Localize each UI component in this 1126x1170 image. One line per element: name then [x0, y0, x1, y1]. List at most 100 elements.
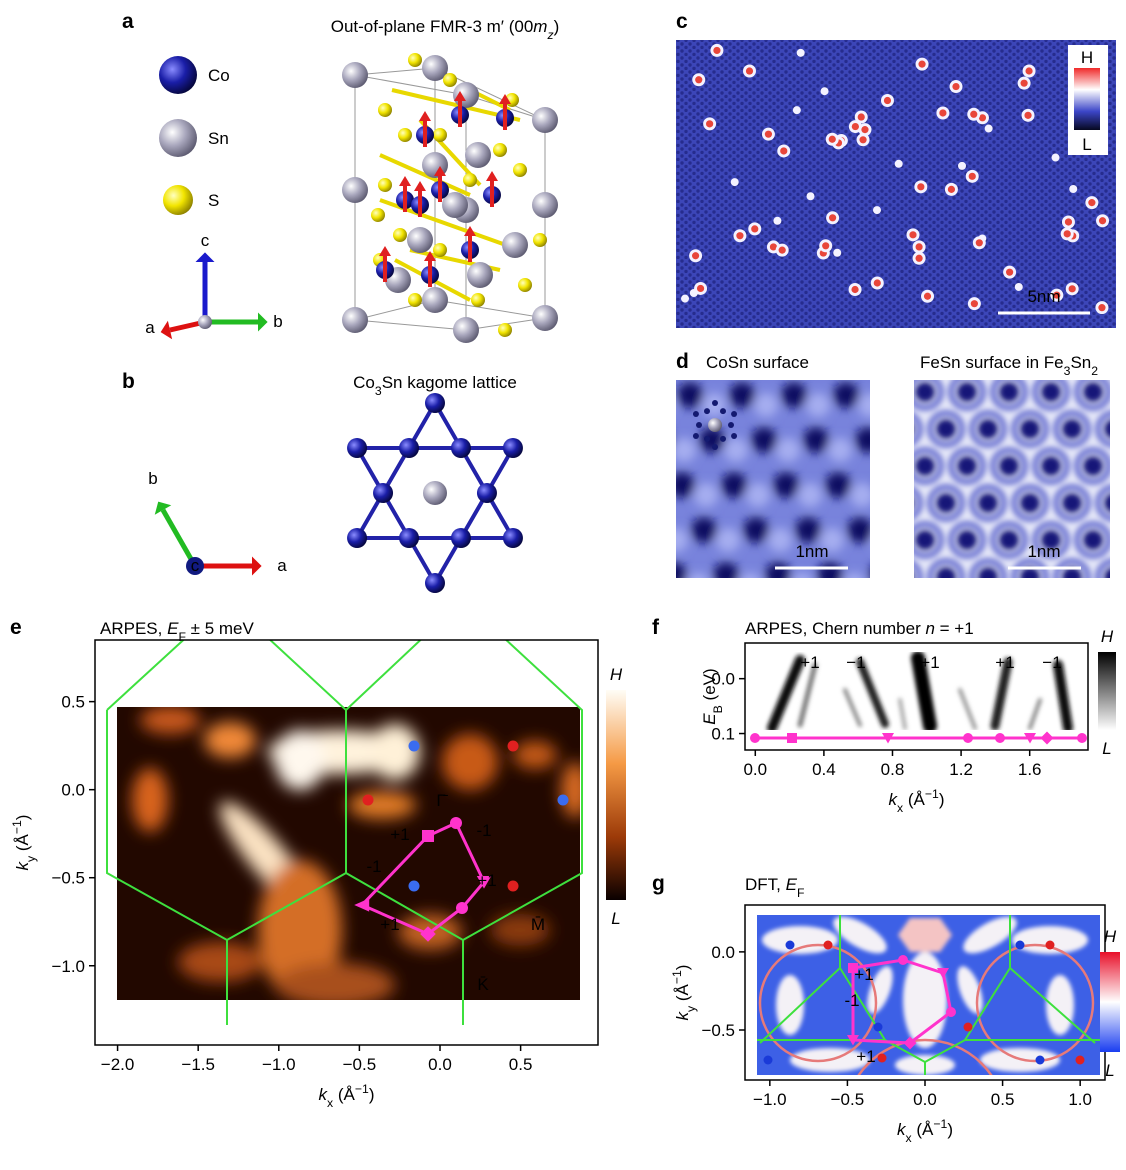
- model-atom: [731, 433, 738, 439]
- curvature-streak: [911, 652, 937, 730]
- x-axis-label: kx (Å−1): [319, 1082, 375, 1110]
- adatom: [1051, 153, 1060, 162]
- high-symmetry-dot: [507, 880, 519, 892]
- stm-hole: [894, 567, 914, 587]
- panel-label: e: [10, 616, 22, 639]
- panel-title: Out-of-plane FMR-3 m′ (00mz): [331, 17, 560, 42]
- atom: [347, 438, 368, 458]
- dft-map: [757, 915, 1100, 1075]
- y-tick-label: 0.0: [711, 943, 735, 962]
- chern-label: +1: [854, 965, 873, 984]
- atom: [450, 528, 471, 548]
- path-marker: [450, 817, 462, 829]
- y-axis-label-part: (eV): [700, 668, 719, 705]
- stm-ring: [1077, 598, 1109, 630]
- model-atom: [712, 444, 718, 450]
- x-axis-label-part: k: [319, 1085, 329, 1104]
- stm-ring: [1032, 380, 1070, 411]
- adatom-core: [1006, 268, 1014, 276]
- axis-name: c: [191, 556, 200, 575]
- arpes-intensity: [370, 724, 420, 780]
- adatom: [796, 48, 805, 57]
- y-axis-label-part: −1: [670, 970, 684, 984]
- stm-hole: [894, 345, 914, 365]
- x-axis-label-part: ): [369, 1085, 375, 1104]
- x-axis-label-part: (Å: [333, 1085, 355, 1104]
- stm-hole: [873, 530, 893, 550]
- chern-label: −1: [1042, 653, 1061, 672]
- stm-ring: [914, 380, 944, 411]
- atom: [493, 143, 507, 157]
- path-marker: [847, 1035, 859, 1046]
- stm-ring: [927, 558, 965, 578]
- symmetry-point: M̄: [531, 915, 545, 934]
- panel-title-part: F: [178, 630, 185, 644]
- atom: [513, 163, 527, 177]
- stm-hole: [1041, 382, 1061, 402]
- stm-highlight: [880, 438, 904, 462]
- panel-title-part: Sn kagome lattice: [382, 373, 517, 392]
- arpes-intensity: [204, 722, 256, 758]
- stm-ring: [867, 524, 899, 556]
- atom: [422, 55, 448, 81]
- high-symmetry-dot: [823, 940, 833, 950]
- stm-hole: [978, 567, 998, 578]
- atom: [399, 438, 420, 458]
- x-tick-label: 0.0: [913, 1090, 937, 1109]
- chern-label: +1: [380, 915, 399, 934]
- stm-hole: [677, 382, 703, 408]
- colorbar: [1098, 652, 1116, 730]
- dft-band: [975, 943, 1095, 1063]
- high-symmetry-dot: [1075, 1055, 1085, 1065]
- stm-hole: [676, 472, 695, 498]
- curvature-streak: [856, 658, 889, 728]
- x-tick-label: 1.6: [1018, 760, 1042, 779]
- stm-ring: [948, 447, 986, 485]
- panel-title-part: ): [554, 17, 560, 36]
- y-axis-label-part: ): [13, 815, 32, 821]
- stm-ring: [1053, 484, 1091, 522]
- atom: [450, 438, 471, 458]
- spin-head: [424, 251, 436, 261]
- x-tick-label: −1.0: [753, 1090, 787, 1109]
- path-marker: [422, 830, 434, 842]
- cell-edge: [354, 74, 467, 96]
- adatom-core: [952, 82, 960, 91]
- atom: [342, 177, 368, 203]
- stm-highlight: [724, 438, 748, 462]
- c-axis-dot: [186, 557, 204, 575]
- adatom: [984, 124, 993, 133]
- atom: [502, 528, 523, 548]
- stm-ring: [927, 410, 965, 448]
- stm-highlight: [828, 438, 852, 462]
- spin-head: [379, 246, 391, 256]
- model-atom: [696, 422, 702, 428]
- adatom-core: [778, 246, 786, 254]
- spin-head: [414, 181, 426, 191]
- x-axis-label-part: −1: [925, 787, 939, 801]
- y-axis-label-part: B: [711, 705, 725, 713]
- colorbar-low: L: [1082, 135, 1091, 154]
- high-symmetry-dot: [362, 794, 374, 806]
- plot-frame: [94, 639, 599, 1046]
- atom: [198, 315, 212, 329]
- adatom-core: [691, 252, 700, 260]
- y-tick-label: 0.0: [61, 781, 85, 800]
- stm-highlight: [844, 573, 864, 578]
- stm-ring: [914, 486, 923, 520]
- axis-name: a: [145, 318, 155, 337]
- arpes-intensity: [275, 963, 395, 1000]
- stm-hole: [729, 382, 755, 408]
- adatom-core: [915, 243, 923, 251]
- cell-edge: [354, 299, 436, 321]
- chern-label: +1: [995, 653, 1014, 672]
- stm-ring: [1032, 521, 1070, 559]
- axis-name: a: [277, 556, 287, 575]
- chern-label: −1: [846, 653, 865, 672]
- stm-hole: [676, 562, 687, 578]
- x-axis-label-part: k: [889, 790, 899, 809]
- stm-hole: [691, 517, 717, 543]
- stm-ring: [990, 447, 1028, 485]
- x-axis-label-part: (Å: [912, 1120, 934, 1139]
- colorbar-high: H: [610, 665, 623, 684]
